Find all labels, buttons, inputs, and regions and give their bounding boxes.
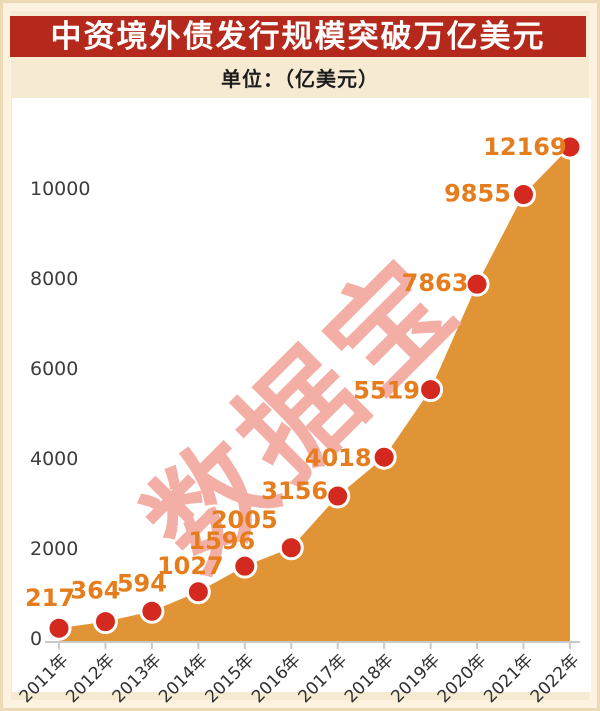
point-value-label: 5519	[353, 377, 420, 405]
data-point	[185, 579, 211, 605]
point-value-label: 1027	[157, 552, 224, 580]
point-value-label: 364	[70, 577, 120, 605]
data-point	[46, 615, 72, 641]
point-value-label: 594	[117, 569, 167, 597]
data-point	[232, 553, 258, 579]
data-point	[92, 609, 118, 635]
data-point	[278, 535, 304, 561]
data-point	[464, 271, 490, 297]
point-value-label: 7863	[402, 269, 469, 297]
data-point	[139, 598, 165, 624]
point-value-label: 9855	[444, 180, 511, 208]
x-axis-label: 2018年	[341, 650, 398, 707]
x-axis-label: 2013年	[109, 650, 166, 707]
x-axis-label: 2014年	[155, 650, 212, 707]
y-axis-tick-label: 4000	[30, 448, 78, 470]
area-shape	[59, 147, 570, 642]
point-value-label: 1596	[188, 527, 255, 555]
point-value-label: 4018	[305, 444, 372, 472]
x-axis-label: 2016年	[248, 650, 305, 707]
data-point	[418, 377, 444, 403]
point-value-label: 217	[25, 584, 75, 612]
y-axis-tick-label: 2000	[30, 538, 78, 560]
chart-title: 中资境外债发行规模突破万亿美元	[10, 16, 586, 57]
data-point	[371, 444, 397, 470]
data-point	[511, 182, 536, 208]
x-axis-label: 2021年	[480, 650, 537, 707]
point-value-label: 2005	[211, 506, 278, 534]
data-point	[325, 483, 351, 509]
x-axis-label: 2015年	[202, 650, 259, 707]
x-axis-label: 2022年	[527, 650, 584, 707]
x-axis-label: 2020年	[434, 650, 491, 707]
x-axis-label: 2012年	[62, 650, 119, 707]
y-axis-tick-label: 6000	[30, 358, 78, 380]
y-axis-tick-label: 0	[30, 628, 42, 650]
y-axis-tick-label: 8000	[30, 268, 78, 290]
x-axis-label: 2019年	[387, 650, 444, 707]
y-axis-tick-label: 10000	[30, 178, 90, 200]
x-axis-label: 2011年	[16, 650, 73, 707]
point-value-label: 3156	[261, 477, 328, 505]
unit-label: 单位：（亿美元）	[221, 67, 379, 91]
data-point	[557, 134, 583, 160]
x-axis-label: 2017年	[294, 650, 351, 707]
point-value-label: 12169	[483, 133, 567, 161]
